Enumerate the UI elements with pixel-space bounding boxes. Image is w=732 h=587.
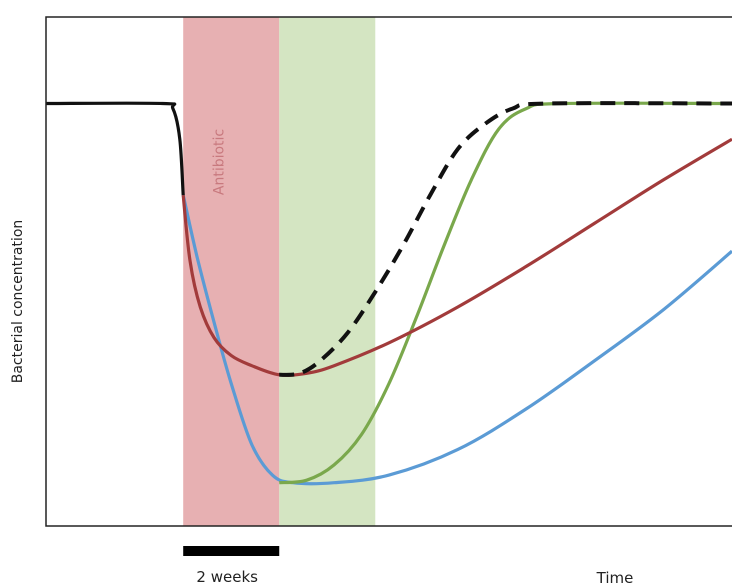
- x-axis-label: Time: [596, 569, 634, 587]
- scale-bar-label: 2 weeks: [196, 568, 258, 586]
- series-line-red: [181, 137, 732, 377]
- y-axis-label: Bacterial concentration: [10, 220, 26, 384]
- series-line-baseline: [45, 101, 185, 196]
- series-line-blue: [181, 194, 732, 486]
- antibiotic-region-label: Antibiotic: [212, 129, 228, 195]
- shaded-regions: [183, 17, 376, 526]
- plot-area: [45, 101, 732, 486]
- plot-frame: [45, 16, 732, 527]
- scale-bar: [183, 546, 280, 556]
- antibiotic-region: [183, 17, 280, 526]
- recovery-region: [279, 17, 376, 526]
